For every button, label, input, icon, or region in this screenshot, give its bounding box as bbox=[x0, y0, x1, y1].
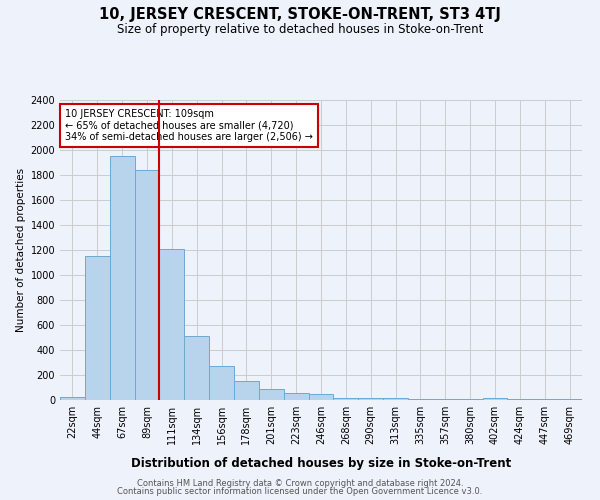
Text: Contains public sector information licensed under the Open Government Licence v3: Contains public sector information licen… bbox=[118, 487, 482, 496]
Bar bbox=[284, 393, 308, 400]
Bar bbox=[482, 398, 508, 400]
Bar bbox=[308, 394, 334, 400]
Bar bbox=[433, 399, 458, 400]
Text: Contains HM Land Registry data © Crown copyright and database right 2024.: Contains HM Land Registry data © Crown c… bbox=[137, 478, 463, 488]
Text: Size of property relative to detached houses in Stoke-on-Trent: Size of property relative to detached ho… bbox=[117, 22, 483, 36]
Bar bbox=[408, 399, 433, 400]
Bar bbox=[358, 398, 383, 400]
Bar bbox=[184, 336, 209, 400]
Bar bbox=[557, 399, 582, 400]
Bar bbox=[234, 380, 259, 400]
Text: 10, JERSEY CRESCENT, STOKE-ON-TRENT, ST3 4TJ: 10, JERSEY CRESCENT, STOKE-ON-TRENT, ST3… bbox=[99, 8, 501, 22]
Text: Distribution of detached houses by size in Stoke-on-Trent: Distribution of detached houses by size … bbox=[131, 458, 511, 470]
Bar bbox=[383, 398, 408, 400]
Bar bbox=[160, 248, 184, 400]
Bar bbox=[209, 366, 234, 400]
Y-axis label: Number of detached properties: Number of detached properties bbox=[16, 168, 26, 332]
Bar bbox=[85, 256, 110, 400]
Bar bbox=[134, 170, 160, 400]
Bar bbox=[110, 156, 134, 400]
Bar bbox=[259, 390, 284, 400]
Bar bbox=[334, 398, 358, 400]
Bar bbox=[60, 397, 85, 400]
Text: 10 JERSEY CRESCENT: 109sqm
← 65% of detached houses are smaller (4,720)
34% of s: 10 JERSEY CRESCENT: 109sqm ← 65% of deta… bbox=[65, 109, 313, 142]
